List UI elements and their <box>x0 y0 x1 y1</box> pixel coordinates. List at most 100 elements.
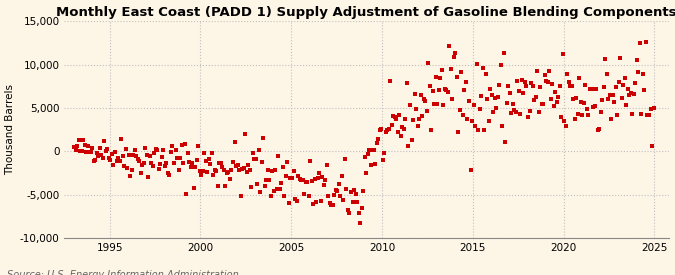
Point <box>503 84 514 89</box>
Point <box>643 113 654 117</box>
Point <box>169 160 180 165</box>
Point <box>359 155 370 159</box>
Point <box>391 117 402 122</box>
Point <box>211 169 222 174</box>
Point <box>592 128 603 132</box>
Point <box>343 208 354 212</box>
Point <box>458 112 468 117</box>
Point <box>609 100 620 104</box>
Point <box>527 84 538 88</box>
Point <box>171 156 182 160</box>
Point <box>320 178 331 182</box>
Point <box>265 194 276 198</box>
Point <box>99 138 110 143</box>
Point <box>624 92 634 97</box>
Point <box>241 170 252 174</box>
Point <box>474 107 485 111</box>
Point <box>120 147 131 151</box>
Point <box>427 89 438 93</box>
Point <box>533 110 544 114</box>
Point <box>583 113 594 117</box>
Point <box>425 84 435 89</box>
Point <box>465 167 476 172</box>
Point <box>539 73 550 78</box>
Point <box>608 93 618 98</box>
Point <box>240 132 250 136</box>
Point <box>636 111 647 116</box>
Point <box>398 127 409 131</box>
Point <box>217 165 228 169</box>
Point <box>529 97 539 102</box>
Point <box>209 168 220 172</box>
Point <box>132 157 143 161</box>
Point <box>492 95 503 99</box>
Point <box>249 157 260 161</box>
Point <box>310 200 321 204</box>
Point <box>375 128 385 133</box>
Point <box>604 93 615 98</box>
Point <box>319 183 329 187</box>
Point <box>542 79 553 84</box>
Point <box>267 169 277 174</box>
Point <box>296 178 306 183</box>
Point <box>433 88 444 93</box>
Point <box>141 153 152 158</box>
Point <box>630 81 641 85</box>
Point <box>277 165 288 169</box>
Point <box>545 97 556 101</box>
Point <box>577 113 588 117</box>
Point <box>225 177 236 181</box>
Point <box>459 87 470 92</box>
Point <box>238 166 249 170</box>
Point <box>435 76 446 80</box>
Point <box>165 150 176 155</box>
Point <box>353 211 364 215</box>
Point <box>565 84 576 88</box>
Point <box>594 127 605 131</box>
Point <box>409 92 420 97</box>
Point <box>80 143 90 147</box>
Point <box>512 79 523 83</box>
Point <box>74 138 84 142</box>
Point <box>639 88 650 93</box>
Point <box>175 156 186 160</box>
Point <box>614 80 624 84</box>
Point <box>270 167 281 172</box>
Point <box>226 168 237 172</box>
Point <box>157 155 167 159</box>
Point <box>115 137 126 141</box>
Point <box>232 163 243 167</box>
Point <box>299 192 310 197</box>
Point <box>227 160 238 165</box>
Point <box>161 161 172 165</box>
Point <box>125 174 136 178</box>
Point <box>300 180 311 184</box>
Point <box>358 188 369 193</box>
Point <box>365 163 376 167</box>
Point <box>306 178 317 183</box>
Point <box>153 167 164 171</box>
Point <box>621 102 632 107</box>
Point <box>500 139 511 144</box>
Point <box>489 95 500 100</box>
Point <box>284 200 294 205</box>
Point <box>155 161 166 166</box>
Point <box>444 44 455 48</box>
Point <box>476 94 487 98</box>
Point <box>570 117 580 121</box>
Point <box>138 161 149 165</box>
Point <box>515 112 526 116</box>
Point <box>535 85 545 90</box>
Point <box>152 148 163 152</box>
Point <box>488 110 499 114</box>
Point <box>229 140 240 144</box>
Point <box>416 114 427 119</box>
Point <box>371 141 382 145</box>
Point <box>134 159 144 163</box>
Point <box>532 69 543 74</box>
Point <box>571 95 582 100</box>
Point <box>243 163 254 167</box>
Point <box>331 188 342 192</box>
Point <box>648 105 659 110</box>
Point <box>491 105 502 110</box>
